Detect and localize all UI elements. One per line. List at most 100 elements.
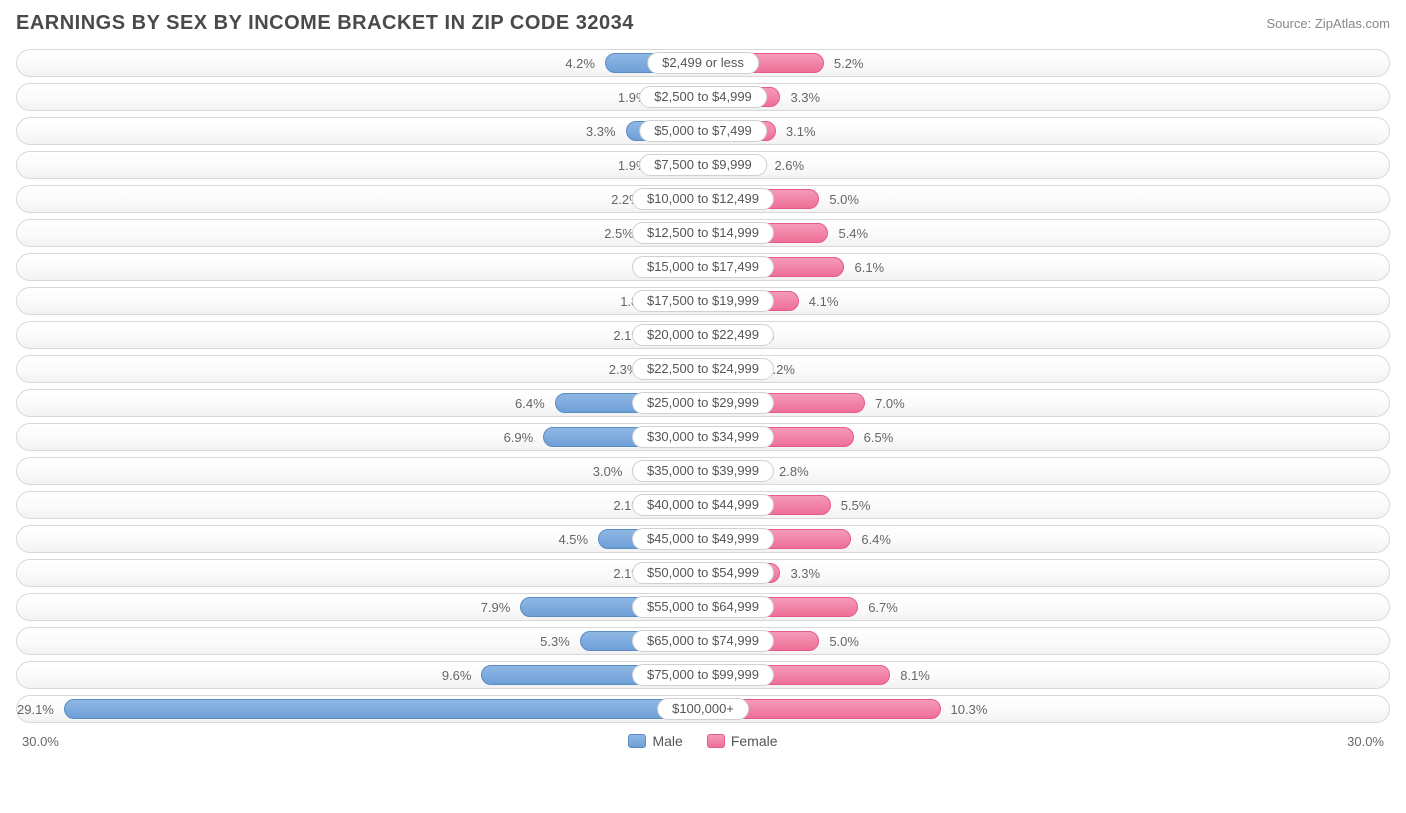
female-half: 2.8% (703, 458, 1389, 484)
legend-female: Female (707, 733, 778, 749)
female-pct-label: 6.7% (868, 600, 898, 615)
male-pct-label: 3.3% (586, 124, 616, 139)
bracket-label: $22,500 to $24,999 (632, 358, 774, 380)
female-pct-label: 3.3% (790, 90, 820, 105)
male-half: 1.9% (17, 152, 703, 178)
chart-row: 2.3%2.2%$22,500 to $24,999 (16, 355, 1390, 383)
female-half: 5.5% (703, 492, 1389, 518)
male-pct-label: 7.9% (481, 600, 511, 615)
male-half: 7.9% (17, 594, 703, 620)
bracket-label: $55,000 to $64,999 (632, 596, 774, 618)
female-half: 4.1% (703, 288, 1389, 314)
diverging-bar-chart: 4.2%5.2%$2,499 or less1.9%3.3%$2,500 to … (16, 49, 1390, 723)
chart-row: 2.1%3.3%$50,000 to $54,999 (16, 559, 1390, 587)
male-swatch-icon (628, 734, 646, 748)
male-half: 5.3% (17, 628, 703, 654)
bracket-label: $10,000 to $12,499 (632, 188, 774, 210)
female-half: 1.3% (703, 322, 1389, 348)
male-half: 1.9% (17, 84, 703, 110)
male-pct-label: 6.9% (504, 430, 534, 445)
female-half: 2.6% (703, 152, 1389, 178)
male-half: 6.9% (17, 424, 703, 450)
bracket-label: $35,000 to $39,999 (632, 460, 774, 482)
male-half: 29.1% (17, 696, 703, 722)
bracket-label: $2,499 or less (647, 52, 759, 74)
chart-row: 6.4% 7.0%$25,000 to $29,999 (16, 389, 1390, 417)
male-pct-label: 6.4% (515, 396, 545, 411)
female-pct-label: 8.1% (900, 668, 930, 683)
female-pct-label: 6.1% (854, 260, 884, 275)
bracket-label: $20,000 to $22,499 (632, 324, 774, 346)
female-pct-label: 5.5% (841, 498, 871, 513)
chart-row: 6.9% 6.5% $30,000 to $34,999 (16, 423, 1390, 451)
male-half: 3.3% (17, 118, 703, 144)
female-half: 3.3% (703, 560, 1389, 586)
female-pct-label: 6.5% (864, 430, 894, 445)
female-half: 5.0% (703, 186, 1389, 212)
female-pct-label: 3.1% (786, 124, 816, 139)
legend-female-label: Female (731, 733, 778, 749)
female-half: 5.2% (703, 50, 1389, 76)
female-half: 6.1% (703, 254, 1389, 280)
female-half: 6.4% (703, 526, 1389, 552)
male-half: 4.5% (17, 526, 703, 552)
female-pct-label: 10.3% (951, 702, 988, 717)
chart-footer: 30.0% Male Female 30.0% (16, 729, 1390, 753)
female-half: 7.0% (703, 390, 1389, 416)
chart-row: 2.5%5.4%$12,500 to $14,999 (16, 219, 1390, 247)
female-pct-label: 5.4% (838, 226, 868, 241)
male-half: 6.4% (17, 390, 703, 416)
male-half: 2.3% (17, 356, 703, 382)
chart-row: 3.3%3.1%$5,000 to $7,499 (16, 117, 1390, 145)
female-half: 5.0% (703, 628, 1389, 654)
legend: Male Female (628, 733, 777, 749)
female-half: 6.7% (703, 594, 1389, 620)
female-pct-label: 5.2% (834, 56, 864, 71)
legend-male-label: Male (652, 733, 682, 749)
bracket-label: $100,000+ (657, 698, 749, 720)
female-pct-label: 4.1% (809, 294, 839, 309)
bracket-label: $75,000 to $99,999 (632, 664, 774, 686)
male-half: 3.0% (17, 458, 703, 484)
female-pct-label: 6.4% (861, 532, 891, 547)
chart-row: 1.9% 2.6% $7,500 to $9,999 (16, 151, 1390, 179)
chart-row: 1.8%4.1%$17,500 to $19,999 (16, 287, 1390, 315)
male-pct-label: 29.1% (17, 702, 54, 717)
female-pct-label: 5.0% (829, 192, 859, 207)
male-pct-label: 5.3% (540, 634, 570, 649)
chart-row: 4.2% 5.2% $2,499 or less (16, 49, 1390, 77)
male-half: 2.1% (17, 560, 703, 586)
female-half: 3.1% (703, 118, 1389, 144)
female-swatch-icon (707, 734, 725, 748)
bracket-label: $15,000 to $17,499 (632, 256, 774, 278)
bracket-label: $7,500 to $9,999 (639, 154, 767, 176)
chart-row: 29.1% 10.3% $100,000+ (16, 695, 1390, 723)
bracket-label: $12,500 to $14,999 (632, 222, 774, 244)
female-half: 2.2% (703, 356, 1389, 382)
bracket-label: $50,000 to $54,999 (632, 562, 774, 584)
chart-source: Source: ZipAtlas.com (1266, 12, 1390, 31)
male-half: 1.1% (17, 254, 703, 280)
chart-row: 2.2% 5.0% $10,000 to $12,499 (16, 185, 1390, 213)
chart-row: 3.0%2.8%$35,000 to $39,999 (16, 457, 1390, 485)
male-half: 4.2% (17, 50, 703, 76)
female-half: 5.4% (703, 220, 1389, 246)
male-half: 1.8% (17, 288, 703, 314)
female-half: 10.3% (703, 696, 1389, 722)
chart-row: 2.1%1.3%$20,000 to $22,499 (16, 321, 1390, 349)
chart-row: 7.9% 6.7% $55,000 to $64,999 (16, 593, 1390, 621)
male-half: 2.2% (17, 186, 703, 212)
bracket-label: $45,000 to $49,999 (632, 528, 774, 550)
female-pct-label: 2.6% (774, 158, 804, 173)
bracket-label: $25,000 to $29,999 (632, 392, 774, 414)
axis-max-right: 30.0% (1347, 734, 1384, 749)
male-half: 2.1% (17, 322, 703, 348)
female-pct-label: 5.0% (829, 634, 859, 649)
chart-row: 4.5% 6.4% $45,000 to $49,999 (16, 525, 1390, 553)
axis-max-left: 30.0% (22, 734, 59, 749)
bracket-label: $30,000 to $34,999 (632, 426, 774, 448)
chart-row: 1.9%3.3%$2,500 to $4,999 (16, 83, 1390, 111)
male-bar (64, 699, 701, 719)
female-half: 6.5% (703, 424, 1389, 450)
bracket-label: $40,000 to $44,999 (632, 494, 774, 516)
